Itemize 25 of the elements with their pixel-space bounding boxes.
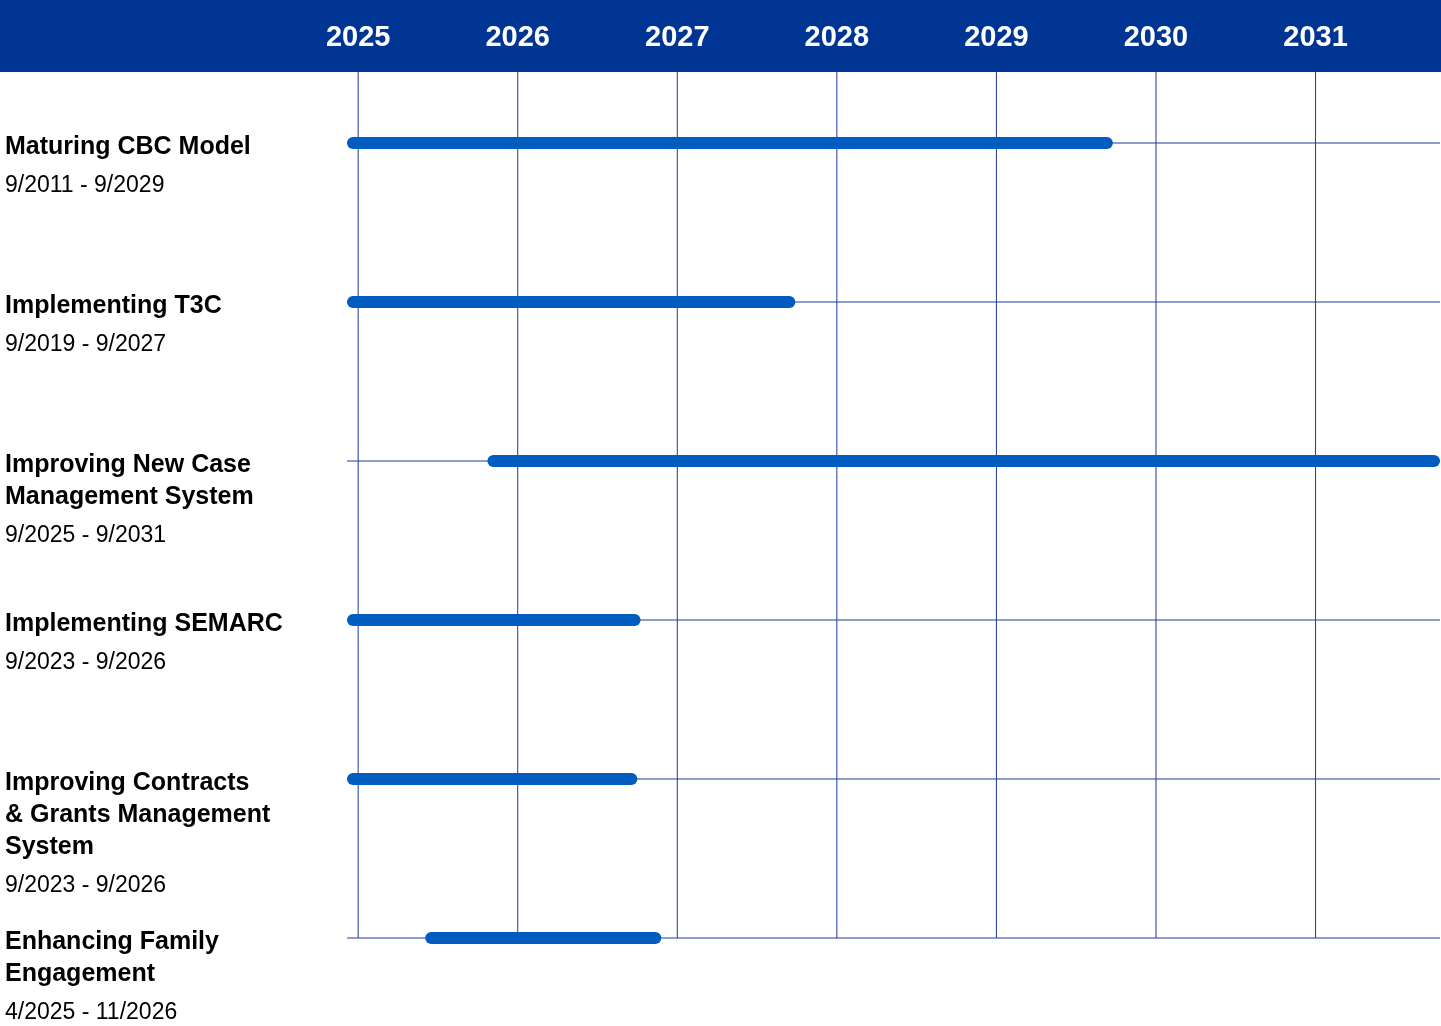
bar xyxy=(487,455,1440,467)
text: 9/2023 - 9/2026 xyxy=(5,648,167,674)
x-tick-label: 2026 xyxy=(485,20,550,53)
y-tick-label: Maturing CBC Model xyxy=(5,131,251,159)
x-tick-label: 2031 xyxy=(1283,20,1348,53)
bar xyxy=(347,296,796,308)
bar xyxy=(347,773,638,785)
y-tick-label: Enhancing Family Engagement xyxy=(5,926,220,986)
x-tick-label: 2025 xyxy=(325,20,391,53)
y-tick-label: Improving New Case Management System xyxy=(5,449,254,509)
text: 9/2023 - 9/2026 xyxy=(5,871,167,897)
x-tick-label: 2030 xyxy=(1123,20,1189,53)
text: 9/2025 - 9/2031 xyxy=(5,521,167,547)
y-tick-label: Implementing T3C xyxy=(5,290,222,318)
y-tick-label: Improving Contracts & Grants Management System xyxy=(5,767,272,859)
x-tick-label: 2028 xyxy=(804,20,870,53)
x-tick-label: 2029 xyxy=(964,20,1029,53)
bar xyxy=(425,932,662,944)
x-tick-label: 2027 xyxy=(645,20,710,53)
text: 4/2025 - 11/2026 xyxy=(5,998,178,1024)
bar xyxy=(347,137,1113,149)
text: 9/2019 - 9/2027 xyxy=(5,330,167,356)
y-tick-label: Implementing SEMARC xyxy=(5,608,283,636)
text: 9/2011 - 9/2029 xyxy=(5,171,165,197)
bar xyxy=(347,614,641,626)
